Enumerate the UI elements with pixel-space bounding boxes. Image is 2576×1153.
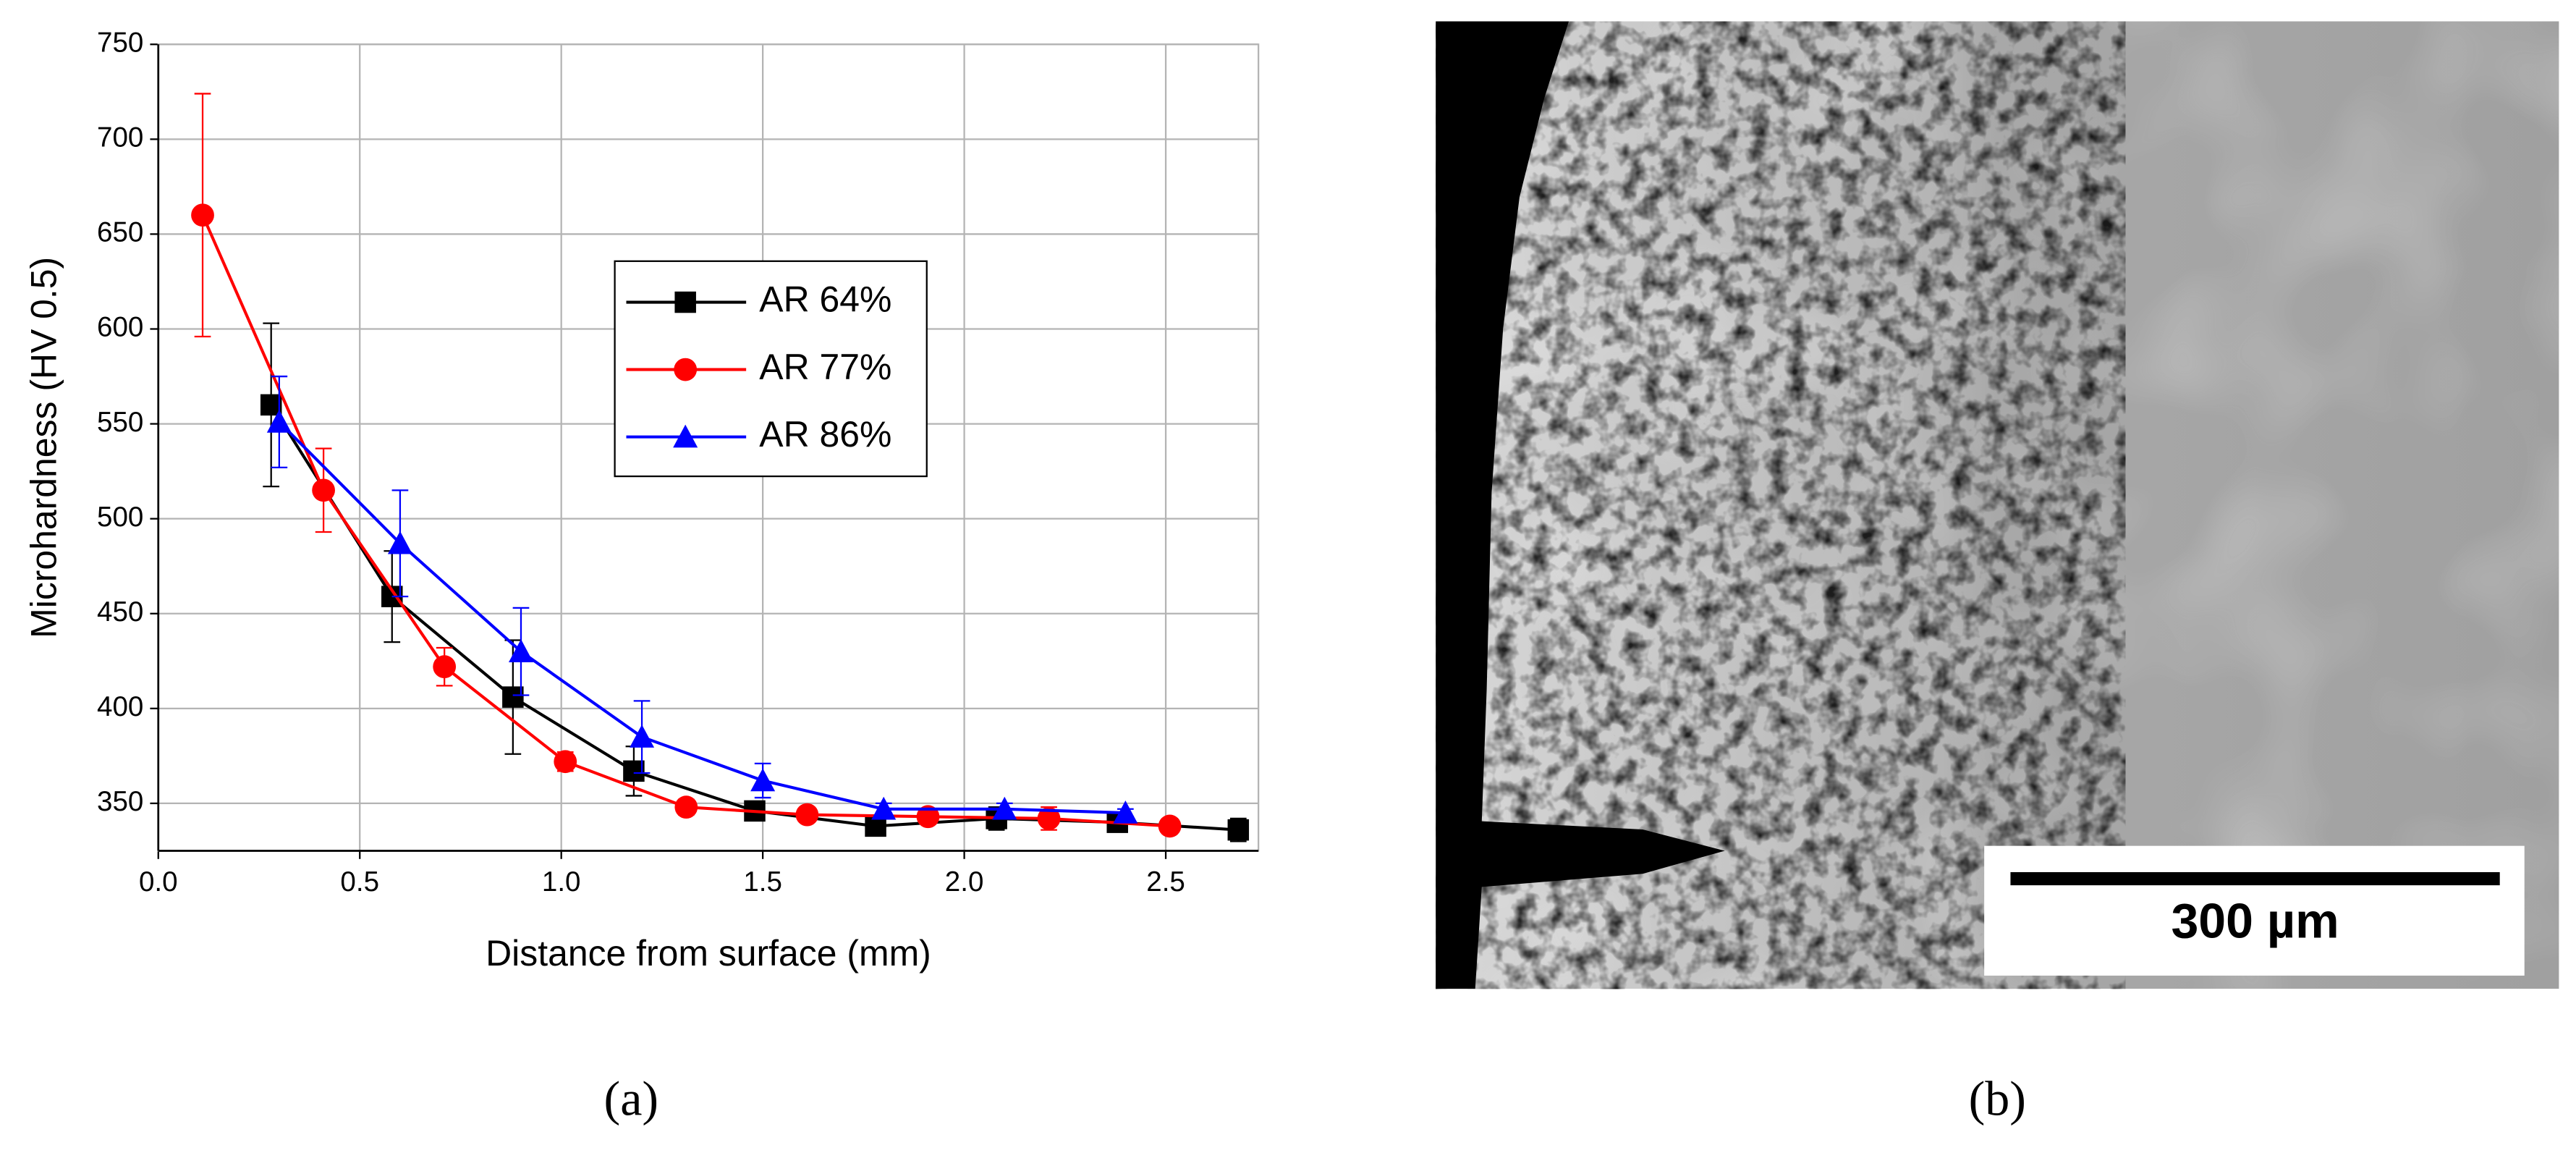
panel-label: (a) (604, 1071, 659, 1126)
y-tick-label: 400 (97, 691, 143, 722)
marker (916, 805, 940, 829)
legend-label: AR 86% (759, 414, 891, 455)
legend-label: AR 64% (759, 279, 891, 320)
legend-marker (674, 358, 698, 381)
y-tick-label: 550 (97, 407, 143, 438)
x-axis-title: Distance from surface (mm) (486, 933, 931, 973)
scale-label: 300 µm (2171, 894, 2339, 949)
x-tick-label: 1.5 (743, 866, 782, 898)
marker (1158, 814, 1182, 838)
scale-box (1984, 845, 2525, 976)
marker (554, 750, 577, 774)
y-tick-label: 750 (97, 27, 143, 58)
marker (750, 768, 776, 792)
y-tick-label: 500 (97, 502, 143, 533)
y-tick-label: 350 (97, 786, 143, 817)
legend-label: AR 77% (759, 347, 891, 387)
y-tick-label: 450 (97, 596, 143, 628)
marker (266, 409, 292, 433)
marker (1113, 801, 1138, 824)
x-tick-label: 2.5 (1146, 866, 1185, 898)
x-tick-label: 1.0 (542, 866, 581, 898)
micrograph: 300 µm (1436, 21, 2559, 989)
marker (508, 639, 534, 662)
y-tick-label: 700 (97, 122, 143, 153)
scale-bar (2010, 871, 2500, 886)
micrograph-edge (1436, 21, 1725, 989)
marker (1037, 807, 1061, 830)
x-tick-label: 0.0 (139, 866, 178, 898)
marker (630, 725, 655, 748)
marker (795, 803, 819, 827)
legend-marker (673, 424, 698, 448)
marker (387, 531, 412, 554)
x-tick-label: 2.0 (945, 866, 984, 898)
marker (1227, 819, 1250, 841)
y-tick-label: 650 (97, 217, 143, 248)
marker (992, 796, 1017, 820)
x-tick-label: 0.5 (340, 866, 379, 898)
legend-marker (674, 291, 696, 313)
marker (312, 478, 335, 502)
marker (191, 203, 214, 227)
y-axis-title: Microhardness (HV 0.5) (24, 257, 64, 638)
marker (623, 760, 645, 782)
marker (674, 795, 698, 819)
series-line (278, 421, 1126, 815)
marker (433, 655, 457, 679)
panel-label: (b) (1969, 1071, 2026, 1126)
marker (871, 796, 897, 820)
y-tick-label: 600 (97, 312, 143, 343)
marker (502, 686, 524, 708)
